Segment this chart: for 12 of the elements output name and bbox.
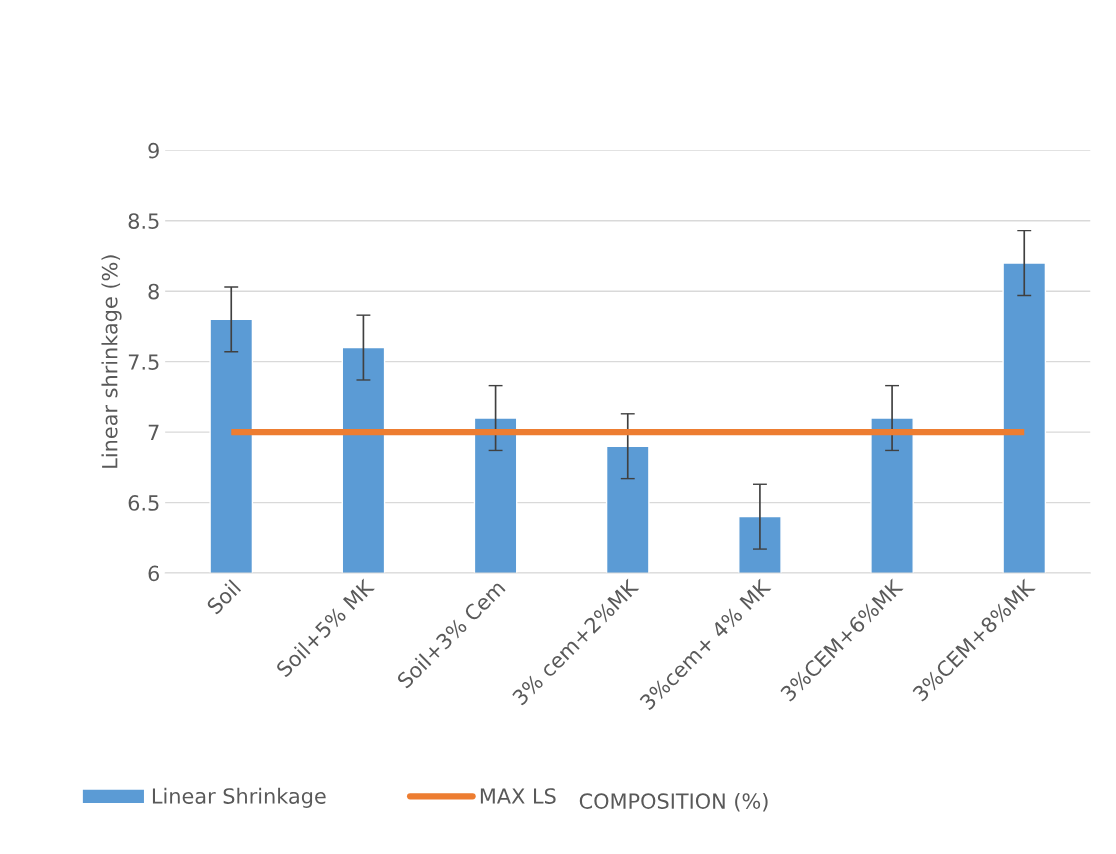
y-axis-title: Linear shrinkage (%)	[101, 255, 122, 468]
y-tick-label: 8.5	[128, 213, 159, 229]
x-axis-title: COMPOSITION (%)	[579, 792, 768, 812]
y-tick-label: 6.5	[128, 495, 159, 511]
y-tick-label: 7	[148, 424, 159, 441]
x-tick-label: Soil	[205, 579, 242, 615]
y-tick-label: 8	[148, 283, 159, 300]
legend-label: MAX LS	[480, 788, 556, 804]
legend-label: Linear Shrinkage	[152, 787, 326, 808]
y-tick-label: 7.5	[128, 354, 159, 370]
y-tick-label: 6	[148, 565, 159, 582]
y-tick-label: 9	[148, 142, 159, 159]
